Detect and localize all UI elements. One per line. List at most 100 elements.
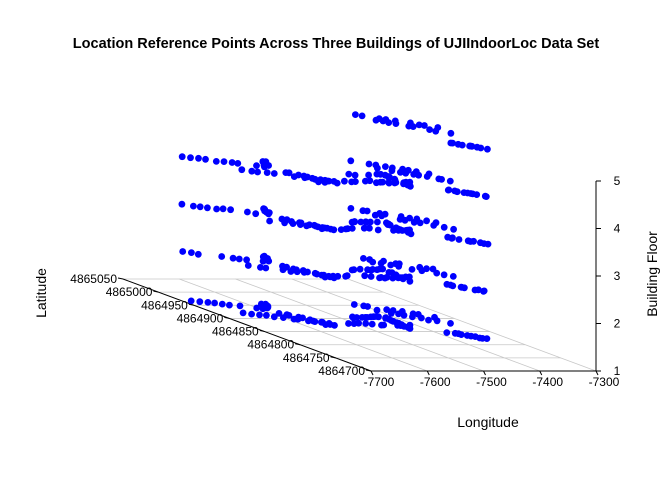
x-tick-label: -7600 bbox=[420, 375, 451, 389]
data-point bbox=[373, 306, 381, 314]
data-point bbox=[423, 173, 431, 180]
y-axis-label: Latitude bbox=[33, 268, 49, 318]
data-point bbox=[366, 177, 374, 185]
data-point bbox=[364, 303, 371, 310]
data-point bbox=[433, 269, 441, 277]
data-point bbox=[401, 216, 409, 224]
data-point bbox=[458, 141, 466, 149]
data-point bbox=[350, 266, 358, 274]
data-point bbox=[461, 284, 468, 292]
data-point bbox=[453, 188, 461, 196]
data-point bbox=[263, 169, 271, 177]
data-point bbox=[402, 169, 410, 177]
data-point bbox=[468, 142, 476, 150]
data-point bbox=[195, 154, 202, 162]
y-tick-label: 4864700 bbox=[318, 364, 365, 378]
y-tick-label: 4865000 bbox=[106, 285, 153, 299]
data-point bbox=[379, 117, 387, 125]
data-point bbox=[400, 311, 408, 319]
data-point bbox=[397, 168, 404, 176]
data-point bbox=[433, 317, 441, 325]
data-points bbox=[178, 111, 492, 342]
data-point bbox=[194, 250, 202, 258]
data-point bbox=[345, 170, 353, 178]
data-point bbox=[318, 225, 326, 233]
data-point bbox=[297, 219, 305, 227]
data-point bbox=[190, 202, 197, 210]
grid-line-x bbox=[291, 278, 540, 372]
data-point bbox=[355, 319, 362, 327]
x-tick-label: -7300 bbox=[589, 375, 620, 389]
data-point bbox=[228, 159, 236, 166]
z-tick-label: 1 bbox=[614, 364, 621, 378]
data-point bbox=[324, 177, 332, 185]
data-point bbox=[295, 171, 302, 179]
data-point bbox=[218, 300, 226, 308]
data-point bbox=[204, 299, 212, 306]
data-point bbox=[432, 127, 440, 135]
data-point bbox=[304, 268, 311, 276]
data-point bbox=[252, 210, 260, 218]
y-tick-label: 4865050 bbox=[70, 272, 117, 286]
data-point bbox=[426, 126, 433, 133]
data-point bbox=[438, 176, 445, 183]
data-point bbox=[367, 218, 374, 226]
y-tick-mark bbox=[153, 290, 159, 293]
data-point bbox=[387, 261, 395, 269]
z-tick-label: 4 bbox=[614, 222, 621, 236]
data-point bbox=[410, 218, 418, 226]
data-point bbox=[362, 320, 370, 327]
data-point bbox=[348, 225, 356, 232]
data-point bbox=[406, 277, 414, 285]
data-point bbox=[219, 205, 227, 213]
data-point bbox=[416, 219, 424, 227]
data-point bbox=[204, 204, 211, 212]
data-point bbox=[415, 121, 423, 129]
x-axis-label: Longitude bbox=[457, 414, 519, 430]
data-point bbox=[449, 234, 456, 242]
data-point bbox=[374, 218, 381, 226]
data-point bbox=[443, 329, 451, 336]
data-point bbox=[235, 255, 243, 263]
data-point bbox=[482, 193, 490, 201]
data-point bbox=[196, 298, 204, 306]
data-point bbox=[212, 158, 220, 165]
data-point bbox=[213, 205, 221, 213]
data-point bbox=[341, 177, 348, 185]
data-point bbox=[369, 258, 377, 266]
data-point bbox=[473, 191, 481, 199]
data-point bbox=[399, 274, 406, 281]
y-tick-mark bbox=[117, 277, 124, 280]
data-point bbox=[361, 272, 369, 280]
data-point bbox=[395, 310, 402, 318]
data-point bbox=[408, 266, 416, 273]
z-tick-label: 5 bbox=[614, 174, 621, 188]
data-point bbox=[367, 273, 375, 280]
y-tick-label: 4864800 bbox=[247, 338, 294, 352]
data-point bbox=[449, 282, 457, 290]
data-point bbox=[395, 262, 403, 270]
data-point bbox=[262, 264, 270, 272]
y-tick-label: 4864750 bbox=[283, 351, 330, 365]
data-point bbox=[377, 259, 385, 267]
data-point bbox=[446, 177, 454, 185]
z-tick-label: 3 bbox=[614, 269, 621, 283]
data-point bbox=[430, 222, 438, 229]
data-point bbox=[299, 314, 306, 322]
data-point bbox=[391, 175, 398, 183]
data-point bbox=[477, 144, 485, 152]
data-point bbox=[220, 158, 228, 166]
y-tick-mark bbox=[365, 369, 372, 372]
data-point bbox=[360, 255, 367, 262]
data-point bbox=[288, 218, 295, 225]
data-point bbox=[179, 248, 187, 255]
data-point bbox=[306, 221, 313, 229]
data-point bbox=[418, 314, 425, 322]
data-point bbox=[278, 215, 286, 223]
data-point bbox=[447, 320, 454, 327]
data-point bbox=[211, 299, 219, 307]
data-point bbox=[470, 237, 477, 245]
data-point bbox=[368, 320, 376, 328]
data-point bbox=[244, 208, 251, 216]
data-point bbox=[248, 167, 256, 175]
